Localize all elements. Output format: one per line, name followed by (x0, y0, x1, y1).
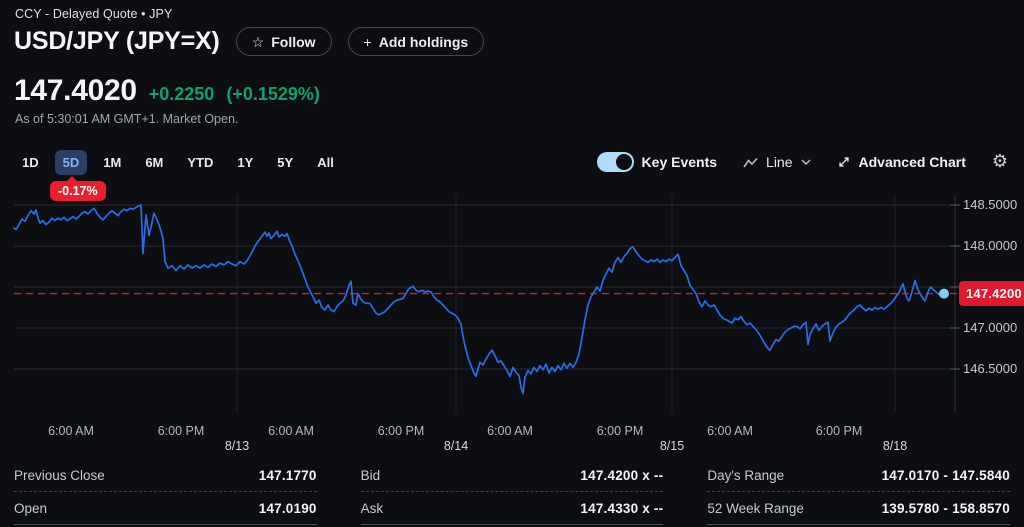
stat-previous-close: Previous Close 147.1770 (14, 459, 317, 492)
advanced-chart-label: Advanced Chart (858, 154, 966, 170)
key-events-toggle[interactable] (596, 152, 634, 172)
add-holdings-button[interactable]: + Add holdings (347, 27, 485, 56)
advanced-chart-button[interactable]: Advanced Chart (837, 154, 966, 170)
range-tab-6m[interactable]: 6M (137, 150, 171, 175)
gear-icon[interactable]: ⚙ (991, 151, 1008, 172)
price-change: +0.2250 (148, 84, 215, 104)
stat-value: 147.1770 (258, 467, 317, 483)
range-tab-1d[interactable]: 1D (14, 150, 47, 175)
chevron-down-icon (800, 159, 811, 166)
x-axis-time-label: 6:00 AM (487, 424, 533, 438)
stat-bid: Bid 147.4200 x -- (360, 459, 664, 492)
range-tab-5d[interactable]: 5D (54, 149, 88, 175)
range-tab-1m[interactable]: 1M (95, 150, 129, 175)
range-tabs: 1D 5D 1M 6M YTD 1Y 5Y All (14, 149, 342, 175)
as-of-text: As of 5:30:01 AM GMT+1. Market Open. (15, 112, 239, 126)
x-axis-date-label: 8/14 (443, 439, 469, 453)
stat-label: Open (14, 500, 48, 516)
stat-value: 147.4330 x -- (580, 500, 664, 516)
x-axis-time-label: 6:00 PM (157, 424, 205, 438)
add-holdings-label: Add holdings (378, 33, 469, 50)
x-axis-time-label: 6:00 PM (377, 424, 425, 438)
x-axis-time-label: 6:00 AM (707, 424, 753, 438)
x-axis-time-label: 6:00 PM (815, 424, 863, 438)
chart-type-select[interactable]: Line (743, 154, 811, 170)
stat-open: Open 147.0190 (14, 492, 317, 525)
stat-label: Previous Close (14, 467, 105, 483)
stat-label: 52 Week Range (707, 500, 804, 516)
y-axis-label: 148.5000 (963, 197, 1018, 212)
y-axis-label: 147.0000 (963, 320, 1018, 335)
stat-value: 139.5780 - 158.8570 (881, 500, 1010, 516)
star-icon: ☆ (251, 33, 265, 50)
chart-type-label: Line (766, 154, 793, 170)
range-tab-5y[interactable]: 5Y (269, 150, 301, 175)
follow-button[interactable]: ☆ Follow (235, 27, 332, 56)
x-axis-time-label: 6:00 PM (596, 424, 644, 438)
chart-toolbar: 1D 5D 1M 6M YTD 1Y 5Y All Key Events Line (14, 148, 1008, 176)
price-change-percent: (+0.1529%) (226, 84, 320, 104)
stats-table: Previous Close 147.1770 Open 147.0190 Bid 147… (14, 459, 1010, 525)
follow-label: Follow (271, 33, 316, 50)
x-axis-time-label: 6:00 AM (48, 424, 94, 438)
page-title: USD/JPY (JPY=X) (14, 27, 220, 55)
stat-ask: Ask 147.4330 x -- (360, 492, 664, 525)
key-events-control[interactable]: Key Events (596, 152, 718, 172)
stat-value: 147.4200 x -- (580, 467, 664, 483)
x-axis-date-label: 8/15 (659, 439, 685, 453)
expand-arrows-icon (838, 157, 849, 167)
current-price-badge: 147.4200 (959, 281, 1024, 306)
y-axis-label: 148.0000 (963, 238, 1018, 253)
stat-day-s-range: Day's Range 147.0170 - 147.5840 (707, 459, 1010, 492)
stat-52-week-range: 52 Week Range 139.5780 - 158.8570 (707, 492, 1010, 525)
stat-label: Ask (360, 500, 384, 516)
x-axis-time-label: 6:00 AM (268, 424, 314, 438)
line-chart-icon (743, 157, 758, 167)
key-events-label: Key Events (641, 154, 718, 170)
current-price: 147.4020 (14, 74, 137, 107)
range-tab-ytd[interactable]: YTD (179, 150, 221, 175)
y-axis-label: 146.5000 (963, 361, 1018, 376)
stat-value: 147.0170 - 147.5840 (881, 467, 1010, 483)
stat-label: Bid (360, 467, 381, 483)
range-tab-1y[interactable]: 1Y (229, 150, 261, 175)
stat-value: 147.0190 (258, 500, 317, 516)
x-axis-date-label: 8/18 (882, 439, 908, 453)
stat-label: Day's Range (707, 467, 785, 483)
breadcrumb: CCY - Delayed Quote • JPY (15, 7, 173, 21)
plus-icon: + (363, 33, 372, 50)
x-axis-date-label: 8/13 (224, 439, 250, 453)
range-change-badge: -0.17% (50, 176, 106, 201)
range-tab-all[interactable]: All (309, 150, 342, 175)
